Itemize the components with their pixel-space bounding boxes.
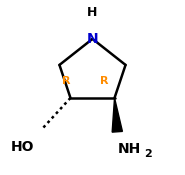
- Text: R: R: [100, 76, 109, 86]
- Text: N: N: [87, 32, 98, 46]
- Text: R: R: [62, 76, 70, 86]
- Polygon shape: [112, 98, 122, 132]
- Text: HO: HO: [11, 140, 34, 154]
- Text: NH: NH: [117, 142, 141, 156]
- Text: H: H: [87, 6, 98, 19]
- Text: 2: 2: [144, 149, 152, 159]
